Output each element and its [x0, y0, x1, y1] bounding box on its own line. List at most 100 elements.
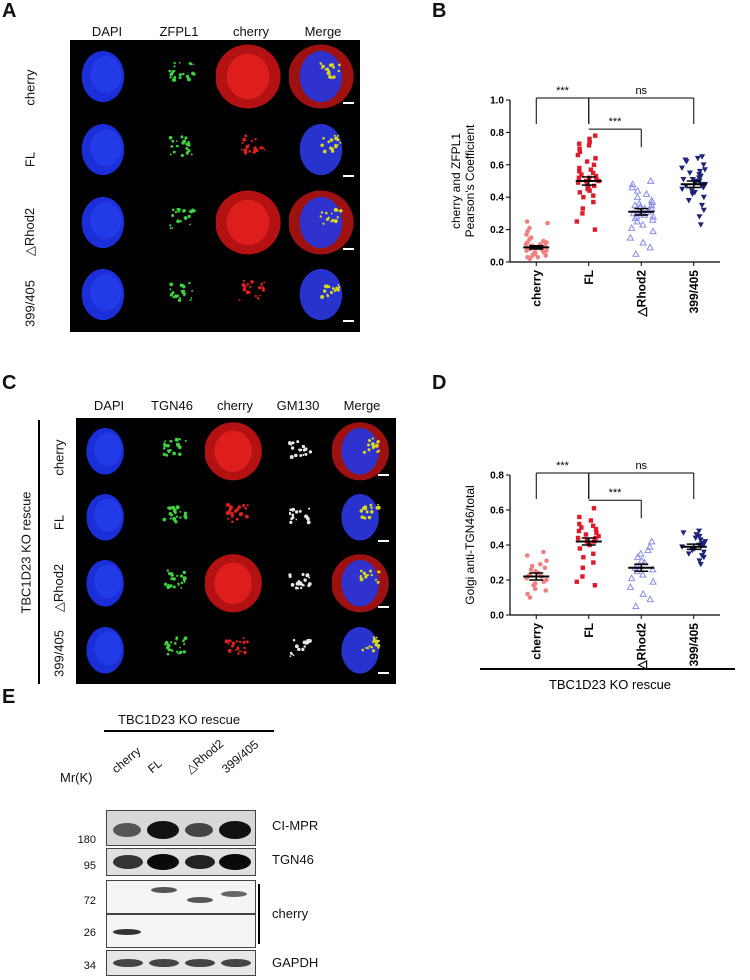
green-micrograph	[143, 113, 215, 185]
data-point	[699, 154, 706, 160]
dapi-micrograph	[77, 419, 140, 484]
row-label-399-405: 399/405	[22, 280, 38, 327]
merge-micrograph	[288, 186, 360, 258]
x-tick-label: △Rhod2	[634, 270, 648, 318]
data-point	[691, 189, 698, 196]
red-micrograph	[204, 617, 268, 683]
data-point	[685, 198, 692, 204]
chart-d: 0.0 0.2 0.4 0.6 0.8 Golgi anti-TGN46/total che…	[440, 395, 740, 695]
series-cherry	[523, 219, 550, 262]
data-point	[575, 180, 581, 185]
data-point	[629, 209, 638, 217]
data-point	[543, 588, 549, 593]
data-point	[574, 579, 580, 584]
data-point	[596, 534, 601, 539]
merge-micrograph	[332, 419, 395, 484]
data-point	[545, 220, 550, 226]
data-point	[577, 169, 582, 174]
x-tick-label: cherry	[529, 270, 543, 307]
scale-bar	[377, 672, 389, 675]
chart-b: 0.0 0.2 0.4 0.6 0.8 1.0 cherry and ZFPL1 Pearso…	[440, 20, 740, 360]
data-point	[631, 602, 640, 610]
data-point	[697, 537, 704, 543]
data-point	[635, 199, 644, 207]
data-point	[696, 533, 703, 540]
y-axis-label: Golgi anti-TGN46/total	[463, 485, 477, 604]
significance-label: ***	[556, 460, 570, 472]
data-point	[698, 540, 705, 547]
data-point	[577, 546, 583, 551]
data-point	[590, 523, 596, 528]
panel-letter-d: D	[432, 372, 447, 394]
data-point	[633, 217, 642, 225]
data-point	[700, 194, 707, 201]
data-point	[701, 167, 708, 173]
data-point	[524, 219, 530, 224]
dapi-micrograph	[71, 113, 142, 185]
data-point	[541, 549, 546, 555]
x-tick-label: FL	[582, 270, 596, 285]
mw-marker: 95	[83, 860, 96, 872]
data-point	[632, 212, 641, 220]
data-point	[591, 193, 596, 198]
data-point	[532, 586, 538, 592]
x-tick-label: FL	[582, 623, 596, 638]
scale-bar	[342, 102, 354, 104]
data-point	[626, 582, 635, 590]
band	[221, 959, 251, 967]
y-tick-label: 0.8	[490, 471, 504, 482]
blot-cherry-lower	[106, 914, 256, 948]
red-micrograph	[216, 41, 287, 112]
data-point	[574, 219, 580, 224]
row-label-399-405: 399/405	[51, 630, 67, 677]
data-point	[696, 558, 703, 564]
band	[219, 854, 251, 870]
y-tick-label: 0.0	[490, 611, 504, 622]
blot-label-gapdh: GAPDH	[272, 955, 319, 970]
data-point	[646, 176, 655, 184]
y-tick-label: 0.4	[490, 193, 504, 204]
data-point	[591, 506, 597, 511]
data-point	[583, 532, 589, 537]
data-point	[535, 254, 541, 260]
data-point	[649, 577, 657, 585]
y-tick-label: 0.8	[490, 128, 504, 139]
data-point	[696, 214, 703, 220]
chart-b-svg: 0.0 0.2 0.4 0.6 0.8 1.0 cherry and ZFPL1 Pearso…	[449, 85, 720, 318]
series-FL	[574, 506, 601, 588]
y-tick-label: 1.0	[490, 96, 504, 107]
y-tick-label: 0.4	[490, 541, 504, 552]
col-header-merge: Merge	[343, 398, 381, 413]
red-micrograph	[216, 259, 287, 331]
data-point	[541, 238, 546, 244]
data-point	[685, 551, 692, 557]
significance-bracket: ***	[535, 460, 590, 499]
data-point	[588, 167, 594, 172]
x-tick-label: △Rhod2	[634, 623, 648, 671]
data-point	[577, 146, 582, 151]
white-micrograph	[268, 419, 331, 484]
data-point	[633, 186, 642, 194]
y-tick-label: 0.2	[490, 225, 504, 236]
data-point	[577, 141, 582, 146]
data-point	[529, 563, 535, 569]
scale-bar	[377, 539, 389, 542]
lane-label-399-405: 399/405	[219, 737, 262, 776]
y-tick-label: 0.6	[490, 160, 504, 171]
data-point	[678, 165, 685, 172]
data-point	[594, 177, 599, 182]
merge-micrograph	[288, 259, 360, 331]
data-point	[696, 172, 703, 178]
data-point	[530, 253, 535, 258]
data-point	[580, 574, 585, 579]
series-△Rhod2	[626, 537, 657, 610]
dapi-micrograph	[77, 551, 140, 616]
green-micrograph	[143, 41, 215, 112]
data-point	[697, 561, 704, 568]
data-point	[633, 193, 642, 201]
band	[147, 821, 179, 839]
red-micrograph	[204, 551, 268, 616]
mw-marker: 180	[77, 834, 96, 846]
mw-marker: 72	[83, 895, 96, 907]
chart-d-svg: 0.0 0.2 0.4 0.6 0.8 Golgi anti-TGN46/total che…	[463, 460, 735, 692]
